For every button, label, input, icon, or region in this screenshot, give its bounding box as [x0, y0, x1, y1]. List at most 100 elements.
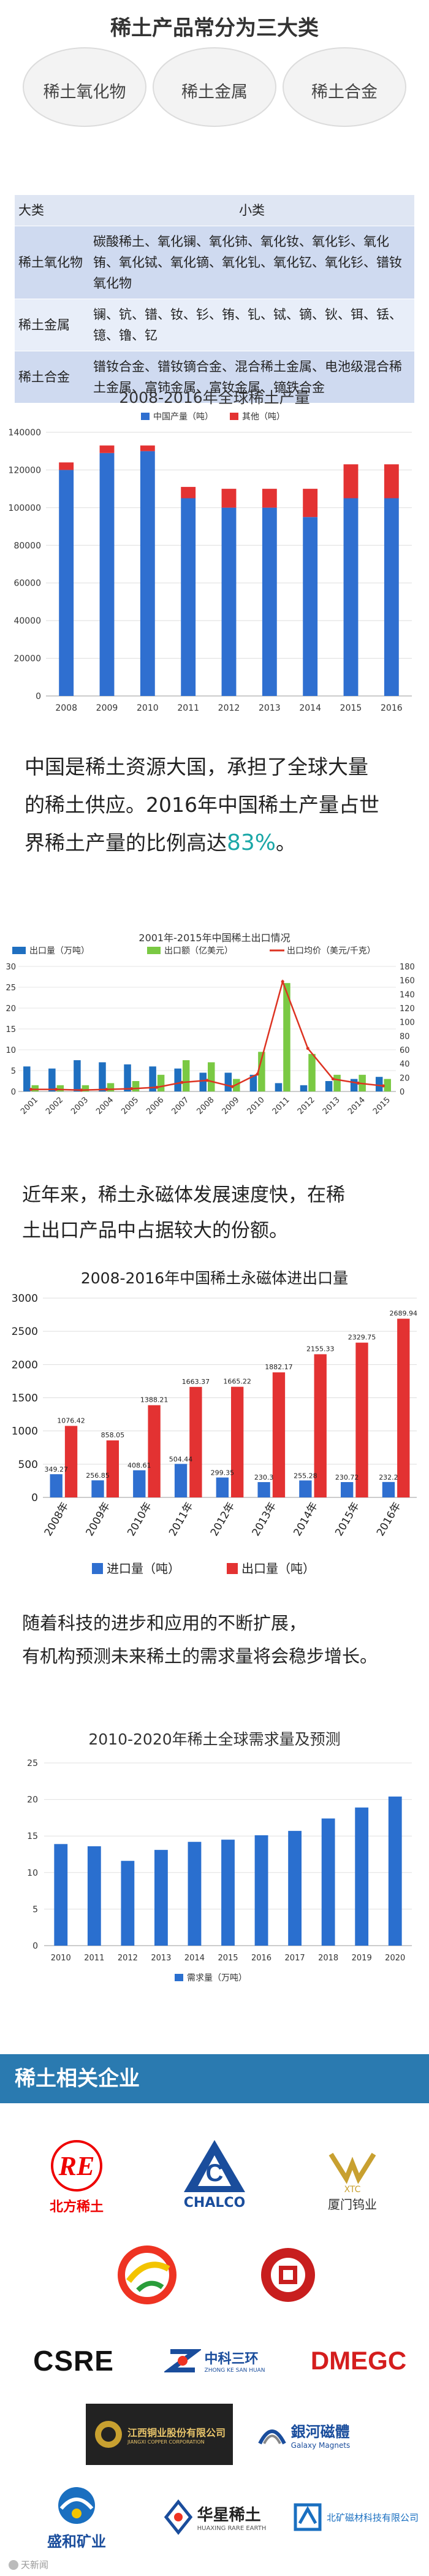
bar-export-value: [31, 1085, 39, 1091]
bar-demand: [321, 1818, 335, 1946]
bar-export-value: [333, 1074, 341, 1091]
bar-export-volume: [224, 1072, 232, 1091]
chart4-section: 2010-2020年稀土全球需求量及预测 0 5 10 15 20 25 2010 2011 2…: [0, 1702, 429, 2008]
bar-demand: [254, 1835, 268, 1946]
chalco-triangle-icon: C CHALCO: [162, 2128, 267, 2220]
logo-name: 厦门钨业: [328, 2196, 377, 2212]
line-point-export-price: [331, 1077, 335, 1081]
y-tick-label: 15: [27, 1832, 38, 1841]
x-tick-label: 2015: [371, 1096, 392, 1117]
x-tick-label: 2012: [118, 1954, 138, 1963]
x-tick-label: 2008: [196, 1096, 216, 1117]
bar-export: [189, 1386, 202, 1497]
text1-line3: 界稀土产量的比例高达83%。: [25, 824, 429, 862]
x-tick-label: 2016: [251, 1954, 271, 1963]
table-row: 稀土合金 镨钕合金、镨钕镝合金、混合稀土金属、电池级混合稀土金属、富铈金属、富钕…: [15, 351, 414, 403]
bar-export-volume: [149, 1066, 156, 1091]
bar-export: [397, 1318, 410, 1497]
x-tick-label: 2009: [96, 703, 118, 713]
y-right-tick-label: 160: [400, 977, 415, 986]
data-label-export: 2329.75: [348, 1334, 376, 1342]
data-label-import: 256.85: [86, 1472, 110, 1480]
data-label-import: 230.72: [335, 1473, 359, 1481]
line-point-export-price: [80, 1088, 83, 1092]
galaxy-logo-icon: 銀河磁體 Galaxy Magnets: [242, 2404, 365, 2465]
bar-demand: [188, 1841, 202, 1946]
y-tick-label: 10: [27, 1868, 38, 1878]
bar-export: [106, 1440, 119, 1497]
data-label-import: 230.3: [254, 1473, 274, 1481]
legend-swatch-china: [141, 413, 150, 420]
line-point-export-price: [256, 1072, 259, 1076]
chart3-title: 2008-2016年中国稀土永磁体进出口量: [80, 1269, 349, 1287]
x-tick-label: 2013: [259, 703, 281, 713]
line-point-export-price: [356, 1081, 360, 1085]
y-tick-label: 2000: [12, 1359, 38, 1371]
bar-other: [181, 487, 196, 499]
x-tick-label: 2008: [55, 703, 77, 713]
logo-name: 銀河磁體: [290, 2423, 350, 2440]
line-point-export-price: [381, 1084, 385, 1088]
y-tick-label: 2500: [12, 1326, 38, 1338]
x-tick-label: 2014: [299, 703, 321, 713]
y-tick-label: 5: [32, 1905, 38, 1914]
bar-export-value: [308, 1053, 316, 1091]
classification-table: 大类 小类 稀土氧化物 碳酸稀土、氧化镧、氧化铈、氧化钕、氧化钐、氧化铕、氧化铽…: [15, 195, 414, 403]
category-alloy-label: 稀土合金: [311, 83, 378, 102]
y-tick-label: 0: [36, 692, 41, 701]
chart2-svg: 0 5 10 15 20 25 30 0 20 40 60 80 100 120 140 160 180 2001…: [6, 946, 415, 1117]
chart2-title: 2001年-2015年中国稀土出口情况: [139, 932, 290, 944]
bar-china: [262, 507, 277, 696]
jcc-logo-icon: 江西铜业股份有限公司 JIANGXI COPPER CORPORATION: [86, 2404, 233, 2465]
bar-export: [355, 1342, 368, 1497]
logo-name: 江西铜业股份有限公司: [127, 2426, 226, 2439]
data-label-export: 2689.94: [390, 1310, 418, 1318]
data-label-import: 299.35: [211, 1469, 235, 1477]
y-right-tick-label: 100: [400, 1019, 415, 1028]
legend-label-import: 进口量（吨）: [107, 1561, 180, 1576]
bar-other: [384, 464, 399, 499]
bar-export-value: [208, 1062, 215, 1091]
x-tick-label: 2006: [145, 1096, 165, 1117]
data-label-export: 1388.21: [140, 1396, 169, 1404]
bar-other: [59, 462, 74, 470]
bar-china: [181, 498, 196, 696]
logo-name: 中科三环: [204, 2352, 259, 2367]
y-right-tick-label: 120: [400, 1004, 415, 1014]
bar-export-value: [82, 1085, 89, 1091]
x-tick-label: 2010年: [125, 1500, 154, 1538]
bar-export: [314, 1354, 327, 1497]
y-tick-label: 40000: [13, 616, 41, 626]
y-left-tick-label: 20: [6, 1004, 16, 1014]
bar-import: [50, 1474, 63, 1497]
xtc-logo-icon: XTC 厦门钨业: [300, 2140, 404, 2220]
table-header-category: 大类: [15, 195, 89, 226]
companies-section: 稀土相关企业 RE 北方稀土 C CHALCO XTC 厦门钨业: [0, 2054, 429, 2576]
bar-export-value: [56, 1085, 64, 1091]
line-point-export-price: [281, 980, 284, 984]
text1-line2: 的稀土供应。2016年中国稀土产量占世: [25, 793, 379, 817]
y-tick-label: 0: [32, 1941, 38, 1951]
y-tick-label: 20: [27, 1795, 38, 1805]
x-tick-label: 2011: [84, 1954, 104, 1963]
bar-china: [384, 498, 399, 696]
y-tick-label: 80000: [13, 541, 41, 551]
y-tick-label: 0: [31, 1492, 38, 1504]
data-label-export: 1663.37: [182, 1378, 210, 1386]
section1-title: 稀土产品常分为三大类: [110, 16, 319, 40]
red-yellow-swirl-icon: [98, 2238, 196, 2312]
bar-export-value: [384, 1079, 391, 1091]
category-metal-label: 稀土金属: [181, 83, 248, 102]
bar-export-value: [107, 1083, 115, 1091]
line-point-export-price: [306, 1047, 309, 1050]
red-gear-logo-icon: [239, 2238, 337, 2312]
bar-import: [91, 1480, 104, 1497]
legend-label-china: 中国产量（吨）: [153, 412, 213, 422]
chart2-section: 2001年-2015年中国稀土出口情况 0 5 10 15 20 25 30 0 20 40 60 8…: [0, 883, 429, 1141]
logo-sub: JIANGXI COPPER CORPORATION: [127, 2439, 205, 2445]
chart3-svg: 0 500 1000 1500 2000 2500 3000 349.27 1076.42 200…: [12, 1293, 418, 1576]
huaxing-logo-icon: 华星稀土 HUAXING RARE EARTH: [150, 2477, 279, 2557]
x-tick-label: 2009年: [84, 1500, 113, 1538]
line-point-export-price: [180, 1080, 184, 1084]
bar-export-volume: [325, 1081, 333, 1091]
